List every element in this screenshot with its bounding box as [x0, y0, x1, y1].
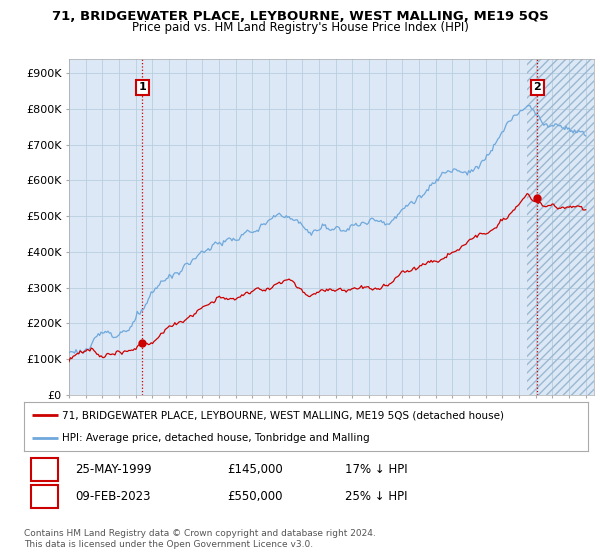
Text: 1: 1	[139, 82, 146, 92]
Text: 71, BRIDGEWATER PLACE, LEYBOURNE, WEST MALLING, ME19 5QS: 71, BRIDGEWATER PLACE, LEYBOURNE, WEST M…	[52, 10, 548, 23]
Text: Contains HM Land Registry data © Crown copyright and database right 2024.
This d: Contains HM Land Registry data © Crown c…	[24, 529, 376, 549]
Text: £550,000: £550,000	[227, 490, 283, 503]
Text: 17% ↓ HPI: 17% ↓ HPI	[346, 463, 408, 476]
Polygon shape	[527, 59, 594, 395]
Text: 25% ↓ HPI: 25% ↓ HPI	[346, 490, 408, 503]
Text: 25-MAY-1999: 25-MAY-1999	[75, 463, 151, 476]
Text: 1: 1	[40, 463, 49, 476]
FancyBboxPatch shape	[31, 458, 58, 481]
Text: Price paid vs. HM Land Registry's House Price Index (HPI): Price paid vs. HM Land Registry's House …	[131, 21, 469, 34]
FancyBboxPatch shape	[31, 485, 58, 508]
Text: 2: 2	[533, 82, 541, 92]
Text: £145,000: £145,000	[227, 463, 283, 476]
Text: 09-FEB-2023: 09-FEB-2023	[75, 490, 150, 503]
Text: HPI: Average price, detached house, Tonbridge and Malling: HPI: Average price, detached house, Tonb…	[62, 433, 370, 444]
Text: 71, BRIDGEWATER PLACE, LEYBOURNE, WEST MALLING, ME19 5QS (detached house): 71, BRIDGEWATER PLACE, LEYBOURNE, WEST M…	[62, 410, 505, 421]
Text: 2: 2	[40, 490, 49, 503]
